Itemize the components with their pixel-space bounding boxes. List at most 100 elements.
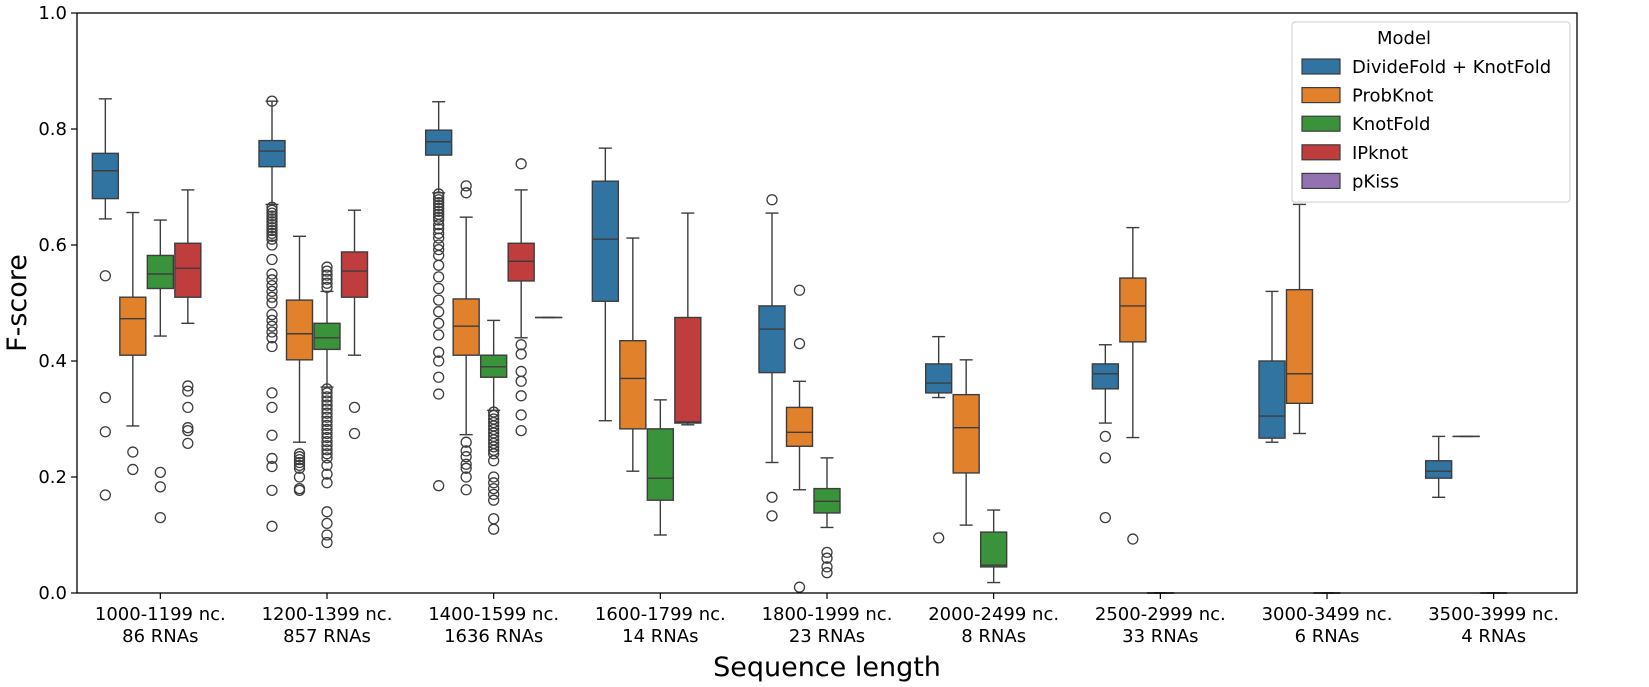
outlier-point (515, 158, 527, 170)
x-tick-label: 1200-1399 nc. (262, 604, 393, 625)
outlier-point (266, 314, 278, 327)
box-probknot (1285, 203, 1314, 435)
outlier-point (127, 446, 139, 458)
outlier-point (321, 427, 333, 440)
x-tick-label: 1400-1599 nc. (428, 604, 559, 625)
outlier-point (821, 567, 833, 579)
outlier-point (293, 462, 306, 474)
box-iqr (1258, 360, 1286, 439)
outlier-point (433, 388, 445, 400)
outlier-point (793, 337, 806, 350)
outlier-point (182, 380, 194, 392)
outlier-point (515, 365, 527, 378)
legend-swatch (1301, 144, 1341, 161)
x-tick-count-label: 1636 RNAs (444, 626, 543, 647)
outlier-point (793, 581, 806, 593)
x-tick-count-label: 8 RNAs (961, 626, 1026, 647)
box-iqr (646, 428, 675, 501)
box-dividefold-knotfold (591, 147, 620, 422)
outlier-point (488, 441, 500, 453)
outlier-point (433, 199, 445, 212)
legend-swatch (1301, 172, 1341, 189)
legend-swatch (1301, 58, 1341, 75)
outlier-point (182, 385, 194, 397)
box-probknot (1119, 226, 1147, 545)
outlier-point (433, 317, 445, 329)
x-tick-count-label: 14 RNAs (622, 626, 698, 647)
outlier-point (266, 291, 278, 303)
y-tick-label: 0.6 (38, 235, 67, 256)
box-iqr (452, 298, 480, 356)
y-axis: 0.0 0.2 0.4 0.6 0.8 1.0 (38, 3, 77, 604)
outlier-point (266, 285, 278, 298)
box-iqr (924, 363, 953, 394)
outlier-point (293, 471, 306, 483)
x-tick-label: 1000-1199 nc. (95, 604, 226, 625)
outlier-point (1099, 452, 1111, 464)
outlier-point (766, 194, 778, 206)
outlier-point (433, 194, 445, 206)
outlier-point (933, 532, 945, 544)
outlier-point (321, 261, 333, 273)
outlier-point (293, 484, 306, 496)
box-iqr (174, 242, 202, 298)
outlier-point (321, 407, 333, 419)
outlier-point (488, 482, 500, 495)
outlier-point (266, 320, 278, 332)
box-iqr (507, 242, 535, 282)
x-tick-count-label: 23 RNAs (789, 626, 865, 647)
box-probknot (119, 211, 147, 476)
box-knotfold (479, 319, 508, 535)
outlier-point (460, 187, 472, 199)
x-axis-title: Sequence length (713, 652, 941, 683)
outlier-point (433, 214, 445, 226)
outlier-point (154, 511, 166, 524)
outlier-point (433, 294, 445, 306)
outlier-point (321, 395, 333, 407)
outlier-point (488, 494, 500, 506)
outlier-point (266, 221, 278, 234)
box-iqr (1119, 277, 1147, 343)
outlier-point (433, 205, 445, 218)
outlier-point (433, 355, 445, 367)
outlier-point (266, 233, 278, 245)
box-iqr (619, 340, 647, 430)
box-dividefold-knotfold (91, 98, 120, 501)
box-dividefold-knotfold (1424, 435, 1453, 498)
outlier-point (182, 401, 194, 414)
box-iqr (91, 152, 120, 200)
box-iqr (1091, 363, 1120, 390)
outlier-point (433, 259, 445, 271)
outlier-point (488, 513, 500, 525)
outlier-point (433, 227, 445, 240)
outlier-point (99, 270, 111, 282)
outlier-point (348, 427, 361, 440)
outlier-point (266, 219, 278, 231)
x-tick-label: 2500-2999 nc. (1095, 604, 1226, 625)
outlier-point (321, 387, 333, 399)
box-probknot (952, 359, 980, 526)
box-iqr (979, 531, 1008, 568)
y-tick-label: 0.2 (38, 467, 67, 488)
outlier-point (433, 232, 445, 244)
legend: Model DivideFold + KnotFold ProbKnot KnotF… (1291, 21, 1571, 203)
outlier-point (488, 488, 500, 501)
outlier-point (460, 484, 472, 496)
outlier-point (266, 253, 278, 266)
y-tick-label: 0.8 (38, 119, 67, 140)
outlier-point (321, 431, 333, 444)
outlier-point (488, 455, 500, 467)
box-probknot (619, 237, 647, 472)
box-dividefold-knotfold (1258, 290, 1286, 443)
outlier-point (321, 415, 333, 427)
outlier-point (433, 211, 445, 223)
outlier-point (266, 460, 278, 473)
legend-label: pKiss (1352, 171, 1399, 192)
box-iqr (758, 305, 786, 374)
box-ipknot (340, 209, 369, 440)
box-iqr (258, 139, 286, 168)
box-ipknot (174, 189, 202, 450)
outlier-point (433, 271, 445, 283)
outlier-point (433, 480, 445, 492)
